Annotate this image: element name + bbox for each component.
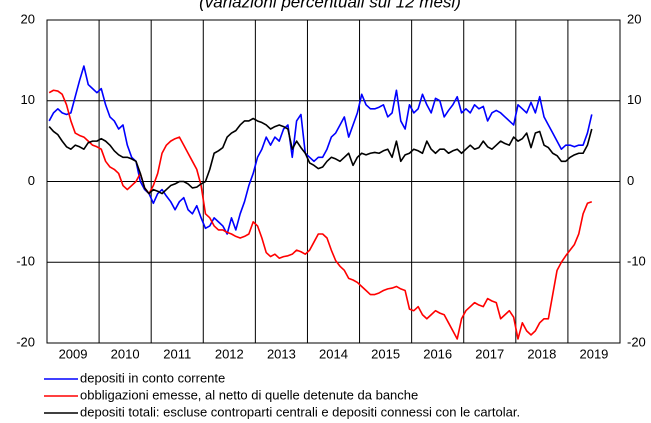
y2-tick-label: 20	[627, 11, 641, 26]
x-tick-label: 2019	[579, 346, 608, 361]
x-tick-label: 2009	[59, 346, 88, 361]
series-line	[48, 117, 593, 195]
legend-label: depositi totali: escluse controparti cen…	[80, 404, 520, 419]
legend-label: depositi in conto corrente	[80, 370, 225, 385]
y-tick-label: 10	[21, 92, 35, 107]
series-line	[48, 65, 593, 235]
x-tick-label: 2011	[163, 346, 191, 361]
y2-tick-label: 10	[627, 92, 641, 107]
y2-tick-label: 0	[627, 173, 634, 188]
x-tick-label: 2016	[423, 346, 452, 361]
x-tick-label: 2017	[475, 346, 504, 361]
legend-label: obbligazioni emesse, al netto di quelle …	[80, 387, 418, 402]
x-tick-label: 2013	[267, 346, 296, 361]
x-tick-label: 2010	[111, 346, 140, 361]
x-tick-label: 2014	[319, 346, 348, 361]
y2-tick-label: -10	[627, 254, 646, 269]
x-tick-label: 2018	[527, 346, 556, 361]
x-tick-label: 2012	[215, 346, 244, 361]
series-line	[48, 89, 593, 340]
y-tick-label: -10	[16, 254, 35, 269]
y-tick-label: 20	[21, 11, 35, 26]
y-tick-label: 0	[28, 173, 35, 188]
chart-title: (variazioni percentuali sui 12 mesi)	[199, 0, 461, 11]
x-tick-label: 2015	[371, 346, 400, 361]
y2-tick-label: -20	[627, 334, 646, 349]
plot-frame	[46, 19, 621, 344]
y-tick-label: -20	[16, 334, 35, 349]
